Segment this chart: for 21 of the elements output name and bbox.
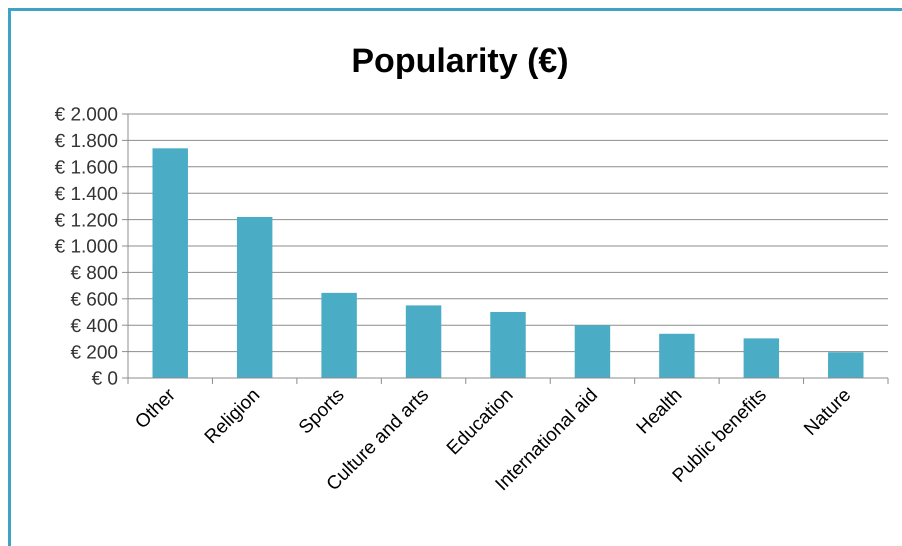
y-tick-label: € 1.800 bbox=[54, 131, 118, 152]
y-tick-label: € 1.600 bbox=[54, 157, 118, 178]
y-tick-label: € 1.200 bbox=[54, 210, 118, 232]
bar bbox=[744, 338, 780, 378]
y-tick-label: € 800 bbox=[70, 263, 118, 284]
bar bbox=[152, 148, 188, 378]
y-tick-label: € 2.000 bbox=[54, 104, 118, 126]
bar bbox=[406, 305, 442, 378]
bar bbox=[236, 216, 272, 378]
y-tick-label: € 0 bbox=[92, 368, 118, 390]
bar bbox=[574, 325, 610, 378]
y-tick-label: € 600 bbox=[70, 289, 118, 310]
y-tick-label: € 400 bbox=[70, 316, 118, 337]
bar bbox=[321, 292, 357, 378]
bar bbox=[828, 352, 864, 378]
bar bbox=[659, 334, 695, 378]
y-tick-label: € 1.000 bbox=[54, 236, 118, 258]
bar bbox=[490, 312, 526, 378]
y-tick-label: € 1.400 bbox=[54, 184, 118, 205]
y-tick-label: € 200 bbox=[70, 342, 118, 364]
chart-title: Popularity (€) bbox=[351, 42, 569, 80]
